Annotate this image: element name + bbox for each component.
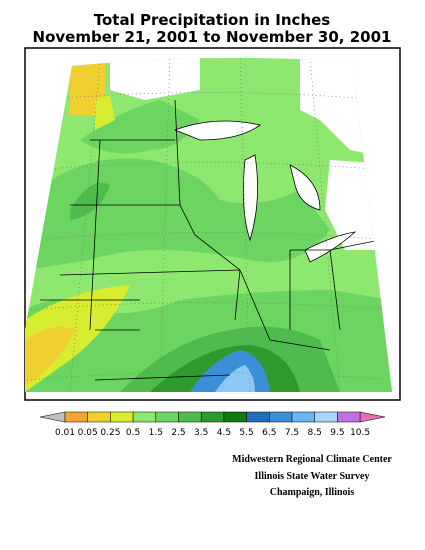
subtitle: November 21, 2001 to November 30, 2001 [33, 28, 392, 46]
legend-label: 0.5 [126, 428, 140, 438]
credit: Midwestern Regional Climate Center [232, 454, 392, 465]
legend: 0.01 0.05 0.25 0.5 1.5 2.5 3.5 4.5 5.5 6.5 7.5 8.5 9… [39, 411, 386, 438]
legend-label: 0.25 [100, 428, 120, 438]
legend-label: 1.5 [149, 428, 163, 438]
legend-label: 9.5 [330, 428, 344, 438]
map [24, 47, 401, 401]
legend-label: 4.5 [217, 428, 231, 438]
title: Total Precipitation in Inches [94, 11, 331, 29]
legend-label: 2.5 [171, 428, 185, 438]
legend-label: 0.01 [55, 428, 75, 438]
legend-label: 10.5 [350, 428, 370, 438]
credit: Champaign, Illinois [270, 487, 355, 498]
credit: Illinois State Water Survey [255, 471, 370, 482]
legend-label: 6.5 [262, 428, 276, 438]
legend-label: 3.5 [194, 428, 208, 438]
legend-label: 5.5 [239, 428, 253, 438]
legend-label: 7.5 [285, 428, 299, 438]
legend-label: 0.05 [78, 428, 98, 438]
legend-label: 8.5 [308, 428, 322, 438]
